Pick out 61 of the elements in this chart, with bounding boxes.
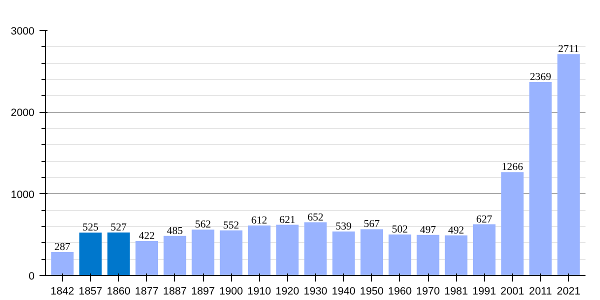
- x-tick-label: 1910: [247, 286, 272, 298]
- data-label: 1266: [502, 162, 524, 174]
- bar: [220, 230, 242, 276]
- x-tick-label: 1900: [219, 286, 244, 298]
- bar: [192, 230, 214, 276]
- data-label: 562: [195, 220, 211, 231]
- bar: [276, 224, 299, 276]
- y-tick-label: 1000: [10, 188, 35, 201]
- bar: [51, 252, 74, 276]
- x-tick-label: 1960: [388, 286, 412, 298]
- x-tick-label: 1970: [416, 286, 440, 298]
- bar: [529, 82, 552, 276]
- data-label: 527: [110, 222, 128, 234]
- y-tick-label: 3000: [10, 26, 35, 38]
- bar: [416, 234, 440, 276]
- data-label: 627: [476, 214, 493, 226]
- x-tick-label: 1940: [332, 286, 356, 298]
- data-label: 485: [166, 226, 183, 237]
- bar: [473, 224, 496, 276]
- bar: [444, 235, 468, 276]
- bar: [136, 241, 158, 276]
- data-label: 567: [364, 219, 380, 230]
- x-tick-label: 1887: [163, 286, 187, 298]
- bar: [248, 226, 270, 276]
- bar: [107, 232, 130, 276]
- data-label: 612: [251, 216, 268, 227]
- x-tick-label: 1897: [191, 286, 215, 298]
- x-tick-label: 2021: [556, 286, 581, 298]
- x-tick-label: 1877: [134, 286, 159, 298]
- data-label: 525: [82, 222, 98, 234]
- x-tick-label: 1991: [472, 286, 496, 298]
- bar: [360, 229, 383, 276]
- x-tick-label: 2011: [529, 286, 552, 298]
- data-label: 497: [420, 224, 437, 236]
- x-tick-label: 1930: [304, 286, 328, 298]
- data-label: 539: [336, 221, 352, 232]
- data-label: 422: [138, 231, 155, 242]
- bar: [304, 222, 327, 276]
- x-tick-label: 2001: [500, 286, 524, 298]
- bar: [501, 172, 524, 276]
- data-label: 552: [223, 220, 240, 232]
- y-tick-label: 2000: [10, 107, 35, 120]
- x-tick-label: 1981: [444, 286, 468, 298]
- x-tick-label: 1920: [276, 286, 300, 298]
- x-tick-label: 1950: [360, 286, 384, 298]
- data-label: 652: [308, 212, 324, 224]
- data-label: 287: [54, 242, 72, 254]
- bar: [557, 54, 580, 276]
- bar: [332, 231, 355, 276]
- data-label: 502: [392, 224, 408, 236]
- bar: [388, 234, 412, 276]
- x-tick-label: 1860: [106, 286, 131, 298]
- bar: [79, 232, 102, 276]
- data-label: 2711: [558, 44, 580, 56]
- y-tick-label: 0: [28, 270, 35, 282]
- bar: [164, 236, 186, 276]
- x-tick-label: 1842: [50, 286, 74, 298]
- data-label: 492: [448, 225, 464, 236]
- x-tick-label: 1857: [78, 286, 102, 298]
- data-label: 2369: [530, 72, 552, 84]
- data-label: 621: [279, 214, 296, 226]
